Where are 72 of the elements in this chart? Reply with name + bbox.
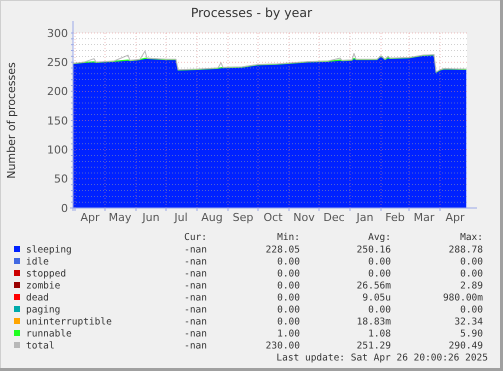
- text: 0.00: [277, 304, 300, 316]
- text: 0.00: [460, 268, 484, 280]
- text: 0.00: [368, 256, 392, 268]
- text: 1.00: [277, 328, 300, 340]
- text: 0.00: [277, 280, 300, 292]
- text: 18.83m: [356, 316, 392, 328]
- x-tick-label: Jun: [141, 211, 160, 224]
- text: 0.00: [277, 316, 300, 328]
- x-tick-label: Jul: [173, 211, 188, 224]
- text: -nan: [184, 256, 207, 268]
- text: Min:: [277, 232, 300, 243]
- legend-label: dead: [26, 292, 49, 304]
- text: 9.05u: [362, 292, 391, 304]
- x-tick-label: Jan: [356, 211, 374, 224]
- text: 26.56m: [356, 280, 392, 292]
- y-axis-title: Number of processes: [5, 62, 18, 179]
- x-tick-label: Apr: [445, 211, 465, 224]
- x-tick-label: Apr: [80, 211, 100, 224]
- x-tick-label: Aug: [201, 211, 223, 224]
- text: 0.00: [460, 304, 484, 316]
- text: 228.05: [266, 244, 300, 256]
- text: Avg:: [368, 232, 391, 243]
- x-tick-label: Feb: [385, 211, 405, 224]
- text: -nan: [184, 316, 207, 328]
- text: 230.00: [266, 340, 300, 352]
- legend-label: runnable: [26, 328, 72, 340]
- text: Last update: Sat Apr 26 20:00:26 2025: [276, 352, 488, 364]
- legend-label: stopped: [26, 268, 66, 280]
- text: Cur:: [184, 232, 207, 243]
- text: 250.16: [356, 244, 392, 256]
- y-tick-label: 250: [47, 56, 68, 70]
- legend-label: zombie: [26, 280, 61, 292]
- text: 0.00: [460, 256, 484, 268]
- text: 980.00m: [442, 292, 484, 304]
- y-tick-label: 300: [47, 26, 68, 40]
- legend-label: idle: [26, 256, 50, 268]
- legend-label: uninterruptible: [26, 316, 112, 328]
- text: 288.78: [448, 244, 484, 256]
- text: -nan: [184, 280, 207, 292]
- x-tick-label: May: [108, 211, 132, 224]
- text: Max:: [460, 232, 483, 243]
- x-tick-label: Dec: [323, 211, 345, 224]
- text: -nan: [184, 340, 207, 352]
- text: 251.29: [356, 340, 392, 352]
- y-tick-label: 50: [54, 172, 68, 186]
- legend-label: sleeping: [26, 244, 72, 256]
- text: -nan: [184, 244, 207, 256]
- y-tick-label: 100: [47, 144, 68, 157]
- y-tick-label: 200: [47, 85, 68, 98]
- text: 0.00: [277, 268, 300, 280]
- chart-title: Processes - by year: [190, 5, 313, 20]
- x-tick-label: Nov: [293, 211, 316, 224]
- text: 0.00: [277, 256, 300, 268]
- x-tick-label: Mar: [414, 211, 435, 224]
- text: -nan: [184, 328, 207, 340]
- x-tick-label: Oct: [263, 211, 284, 224]
- text: 0.00: [368, 304, 392, 316]
- text: 1.08: [368, 328, 392, 340]
- text: 0.00: [368, 268, 392, 280]
- text: 2.89: [460, 280, 484, 292]
- text: -nan: [184, 292, 207, 304]
- legend-label: total: [26, 340, 55, 352]
- text: -nan: [184, 268, 207, 280]
- text: 290.49: [448, 340, 484, 352]
- legend-label: paging: [26, 304, 60, 316]
- y-tick-label: 150: [47, 114, 68, 128]
- x-tick-label: Sep: [232, 211, 254, 224]
- text: 32.34: [454, 316, 484, 328]
- y-tick-label: 0: [61, 202, 68, 215]
- text: 5.90: [460, 328, 484, 340]
- text: 0.00: [277, 292, 300, 304]
- text: -nan: [184, 304, 207, 316]
